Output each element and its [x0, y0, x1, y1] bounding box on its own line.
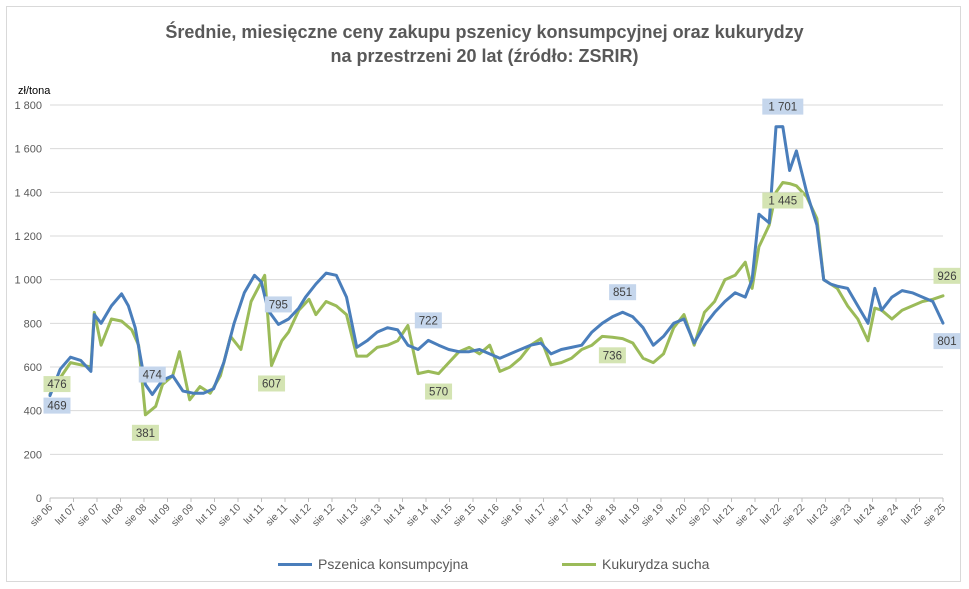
chart-title-line-2: na przestrzeni 20 lat (źródło: ZSRIR) [330, 46, 639, 66]
x-tick-label: lut 23 [806, 502, 831, 527]
x-tick-label: sie 15 [451, 502, 478, 529]
data-label-box [598, 347, 626, 364]
data-label: 722 [419, 315, 438, 327]
y-tick-label: 200 [24, 449, 42, 461]
y-tick-label: 0 [36, 493, 42, 505]
x-tick-label: lut 24 [853, 502, 878, 527]
x-tick-label: sie 16 [498, 502, 525, 529]
data-label: 570 [429, 387, 448, 399]
data-labels: 469 476 474 381 795 607 722 570 851 736 1 701 1 445… [43, 98, 961, 441]
x-tick-label: lut 21 [712, 502, 737, 527]
legend-swatch-corn [562, 562, 596, 566]
chart-frame [6, 6, 961, 582]
x-tick-label: sie 18 [592, 502, 619, 529]
data-label: 801 [937, 336, 956, 348]
x-tick-label: lut 13 [336, 502, 361, 527]
data-label: 1 445 [768, 196, 797, 208]
data-label: 1 701 [768, 102, 797, 114]
data-label-box [609, 284, 637, 301]
line-chart: zł/tona 0 200 400 600 800 1 000 1 200 1 400 1 60… [14, 85, 961, 529]
data-label-box [425, 383, 453, 400]
y-tick-label: 1 000 [14, 275, 42, 287]
chart-title: Średnie, miesięczne ceny zakupu pszenicy… [0, 20, 969, 68]
data-label: 926 [937, 271, 956, 283]
x-tick-label: lut 12 [289, 502, 314, 527]
data-label-box [43, 376, 71, 393]
x-tick-label: sie 12 [310, 502, 337, 529]
data-label-box [933, 267, 961, 284]
y-tick-label: 400 [24, 406, 42, 418]
gridlines [50, 104, 943, 499]
legend-item-corn: Kukurydza sucha [562, 556, 709, 572]
x-tick-label: sie 06 [28, 502, 55, 529]
legend-item-wheat: Pszenica konsumpcyjna [278, 556, 468, 572]
data-label-box [762, 98, 804, 115]
legend-label-wheat: Pszenica konsumpcyjna [318, 556, 469, 572]
x-tick-label: sie 10 [216, 502, 243, 529]
x-tick-label: lut 07 [54, 502, 79, 527]
y-axis-ticks: 0 200 400 600 800 1 000 1 200 1 400 1 600 1 800 [14, 100, 42, 505]
data-label: 474 [143, 370, 163, 382]
x-tick-label: sie 14 [404, 502, 431, 529]
x-tick-label: sie 19 [639, 502, 666, 529]
x-tick-label: sie 09 [169, 502, 196, 529]
data-label: 476 [47, 379, 66, 391]
x-tick-label: lut 20 [665, 502, 690, 527]
x-tick-label: lut 08 [101, 502, 126, 527]
y-tick-label: 1 200 [14, 231, 42, 243]
y-tick-label: 600 [24, 362, 42, 374]
series-line-wheat [48, 125, 945, 398]
data-label-box [258, 375, 286, 392]
legend: Pszenica konsumpcyjna Kukurydza sucha [0, 556, 969, 580]
y-tick-label: 1 400 [14, 187, 42, 199]
x-tick-label: sie 21 [733, 502, 760, 529]
series-lines [48, 125, 945, 417]
x-tick-label: sie 07 [75, 502, 102, 529]
data-label-box [138, 366, 166, 383]
data-label-box [43, 397, 71, 414]
x-tick-label: lut 10 [195, 502, 220, 527]
y-axis-unit-label: zł/tona [18, 85, 51, 97]
x-tick-label: lut 11 [242, 502, 267, 527]
data-label-box [762, 192, 804, 209]
data-label-box [131, 424, 159, 441]
data-label: 381 [136, 428, 155, 440]
y-tick-label: 1 600 [14, 144, 42, 156]
data-label: 795 [269, 299, 288, 311]
x-tick-label: sie 11 [264, 502, 290, 528]
chart-title-line-1: Średnie, miesięczne ceny zakupu pszenicy… [165, 22, 804, 42]
x-tick-label: sie 08 [122, 502, 149, 529]
x-tick-label: sie 17 [545, 502, 572, 529]
series-line-corn [48, 181, 945, 417]
data-label: 851 [613, 287, 632, 299]
legend-label-corn: Kukurydza sucha [602, 556, 710, 572]
x-tick-label: lut 18 [571, 502, 596, 527]
y-tick-label: 1 800 [14, 100, 42, 112]
x-tick-label: sie 25 [921, 502, 948, 529]
x-tick-label: sie 20 [686, 502, 713, 529]
data-label: 469 [47, 401, 66, 413]
data-label: 736 [603, 350, 622, 362]
x-tick-label: sie 13 [357, 502, 384, 529]
data-label-box [264, 296, 292, 313]
data-label-box [414, 312, 442, 329]
data-label: 607 [262, 378, 281, 390]
x-tick-label: lut 14 [383, 502, 408, 527]
x-tick-label: lut 15 [430, 502, 455, 527]
x-tick-label: lut 22 [759, 502, 784, 527]
x-tick-label: lut 17 [524, 502, 549, 527]
x-tick-label: lut 25 [900, 502, 925, 527]
x-tick-label: lut 16 [477, 502, 502, 527]
legend-swatch-wheat [278, 562, 312, 566]
y-tick-label: 800 [24, 318, 42, 330]
x-tick-label: sie 24 [874, 502, 901, 529]
x-tick-label: lut 19 [618, 502, 643, 527]
data-label-box [933, 333, 961, 350]
x-tick-label: sie 23 [827, 502, 854, 529]
x-tick-label: lut 09 [148, 502, 173, 527]
x-tick-label: sie 22 [780, 502, 807, 529]
